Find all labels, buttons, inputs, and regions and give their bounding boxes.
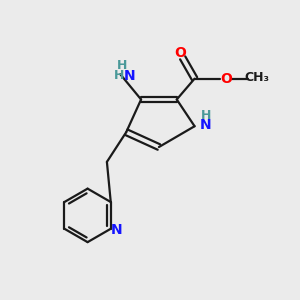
Text: H: H [117, 59, 127, 72]
Text: CH₃: CH₃ [244, 71, 269, 84]
Text: N: N [124, 69, 136, 83]
Text: H: H [201, 109, 211, 122]
Text: N: N [110, 223, 122, 237]
Text: O: O [174, 46, 186, 59]
Text: O: O [220, 72, 232, 86]
Text: N: N [200, 118, 212, 132]
Text: H: H [114, 69, 125, 82]
